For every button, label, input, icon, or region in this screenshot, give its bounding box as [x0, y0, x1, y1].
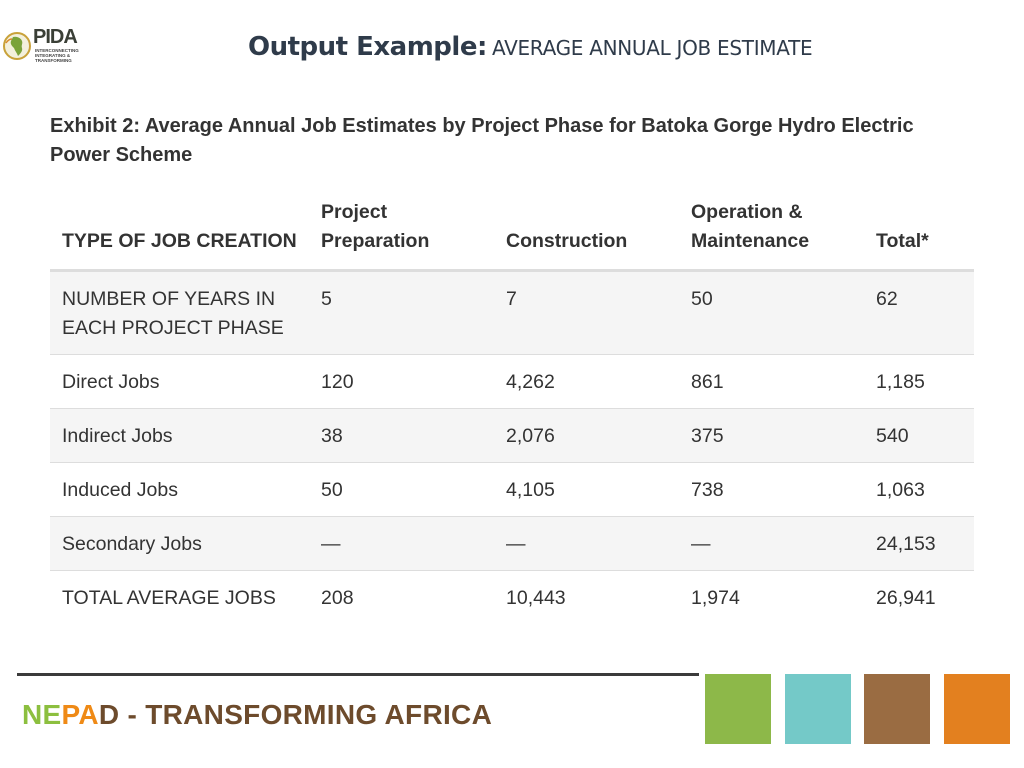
table-cell: 208	[309, 570, 494, 625]
table-cell: 26,941	[864, 570, 974, 625]
table-cell: 38	[309, 408, 494, 463]
slide-title-strong: Output Example:	[248, 32, 487, 62]
table-cell: 5	[309, 270, 494, 355]
table-cell: 10,443	[494, 570, 679, 625]
table-cell: 1,063	[864, 462, 974, 517]
footer-divider	[17, 673, 699, 676]
table-cell: Induced Jobs	[50, 462, 309, 517]
table-cell: 50	[679, 270, 864, 355]
footer-brand-ne: NE	[22, 699, 62, 730]
table-row: Direct Jobs 120 4,262 861 1,185	[50, 354, 974, 409]
footer-square-green	[705, 674, 771, 744]
footer-square-brown	[864, 674, 930, 744]
job-estimates-table: TYPE OF JOB CREATION Project Preparation…	[50, 190, 974, 625]
table-cell: TOTAL AVERAGE JOBS	[50, 570, 309, 625]
footer-brand: NEPAD - TRANSFORMING AFRICA	[22, 699, 492, 731]
logo-wordmark: PIDA	[33, 26, 78, 48]
table-cell: —	[309, 516, 494, 571]
column-header-job-type: TYPE OF JOB CREATION	[50, 190, 309, 272]
table-cell: 738	[679, 462, 864, 517]
africa-globe-icon	[3, 32, 31, 60]
slide-title: Output Example: AVERAGE ANNUAL JOB ESTIM…	[248, 32, 813, 62]
table-cell: 120	[309, 354, 494, 409]
footer-tagline: - TRANSFORMING AFRICA	[119, 699, 493, 730]
table-cell: 62	[864, 270, 974, 355]
table-row: Secondary Jobs — — — 24,153	[50, 516, 974, 571]
column-header-operation-maintenance: Operation & Maintenance	[679, 190, 864, 272]
table-cell: 2,076	[494, 408, 679, 463]
table-cell: 24,153	[864, 516, 974, 571]
table-cell: 4,105	[494, 462, 679, 517]
table-cell: —	[494, 516, 679, 571]
table-cell: 861	[679, 354, 864, 409]
table-row: NUMBER OF YEARS IN EACH PROJECT PHASE 5 …	[50, 270, 974, 355]
footer-square-teal	[785, 674, 851, 744]
exhibit-caption: Exhibit 2: Average Annual Job Estimates …	[50, 115, 914, 166]
table-cell: Secondary Jobs	[50, 516, 309, 571]
column-header-total: Total*	[864, 190, 974, 272]
table-row: Indirect Jobs 38 2,076 375 540	[50, 408, 974, 463]
slide-title-rest: AVERAGE ANNUAL JOB ESTIMATE	[491, 36, 813, 60]
table-row: Induced Jobs 50 4,105 738 1,063	[50, 462, 974, 517]
table-cell: 1,974	[679, 570, 864, 625]
table-cell: NUMBER OF YEARS IN EACH PROJECT PHASE	[50, 270, 309, 355]
table-cell: 375	[679, 408, 864, 463]
table-header-row: TYPE OF JOB CREATION Project Preparation…	[50, 190, 974, 272]
table-cell: Indirect Jobs	[50, 408, 309, 463]
table-cell: 4,262	[494, 354, 679, 409]
table-cell: —	[679, 516, 864, 571]
table-cell: Direct Jobs	[50, 354, 309, 409]
footer-brand-pa: PA	[61, 699, 99, 730]
table-cell: 540	[864, 408, 974, 463]
table-cell: 50	[309, 462, 494, 517]
column-header-construction: Construction	[494, 190, 679, 272]
logo-subtitle: INTERCONNECTING INTEGRATING & TRANSFORMI…	[35, 48, 79, 63]
table-cell: 1,185	[864, 354, 974, 409]
footer-brand-d: D	[98, 699, 120, 730]
pida-logo: PIDA INTERCONNECTING INTEGRATING & TRANS…	[2, 26, 92, 64]
footer-square-orange	[944, 674, 1010, 744]
column-header-project-preparation: Project Preparation	[309, 190, 494, 272]
table-row-total: TOTAL AVERAGE JOBS 208 10,443 1,974 26,9…	[50, 570, 974, 625]
table-cell: 7	[494, 270, 679, 355]
